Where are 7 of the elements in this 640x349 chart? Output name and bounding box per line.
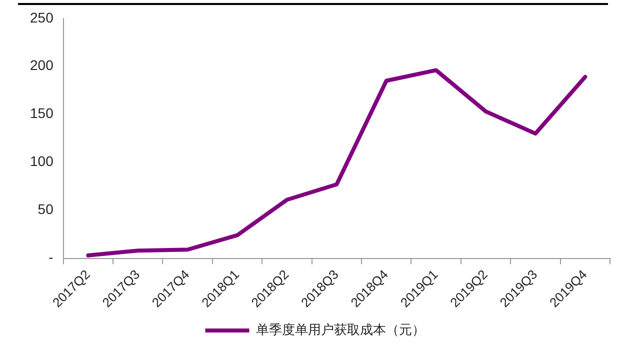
legend-label: 单季度单用户获取成本（元）: [256, 322, 425, 338]
y-tick-label: 50: [38, 201, 54, 218]
y-tick-label: 200: [30, 57, 54, 74]
y-tick-label: -: [48, 249, 54, 266]
y-tick-label: 100: [30, 153, 54, 170]
y-tick-label: 250: [30, 9, 54, 26]
y-tick-label: 150: [30, 105, 54, 122]
